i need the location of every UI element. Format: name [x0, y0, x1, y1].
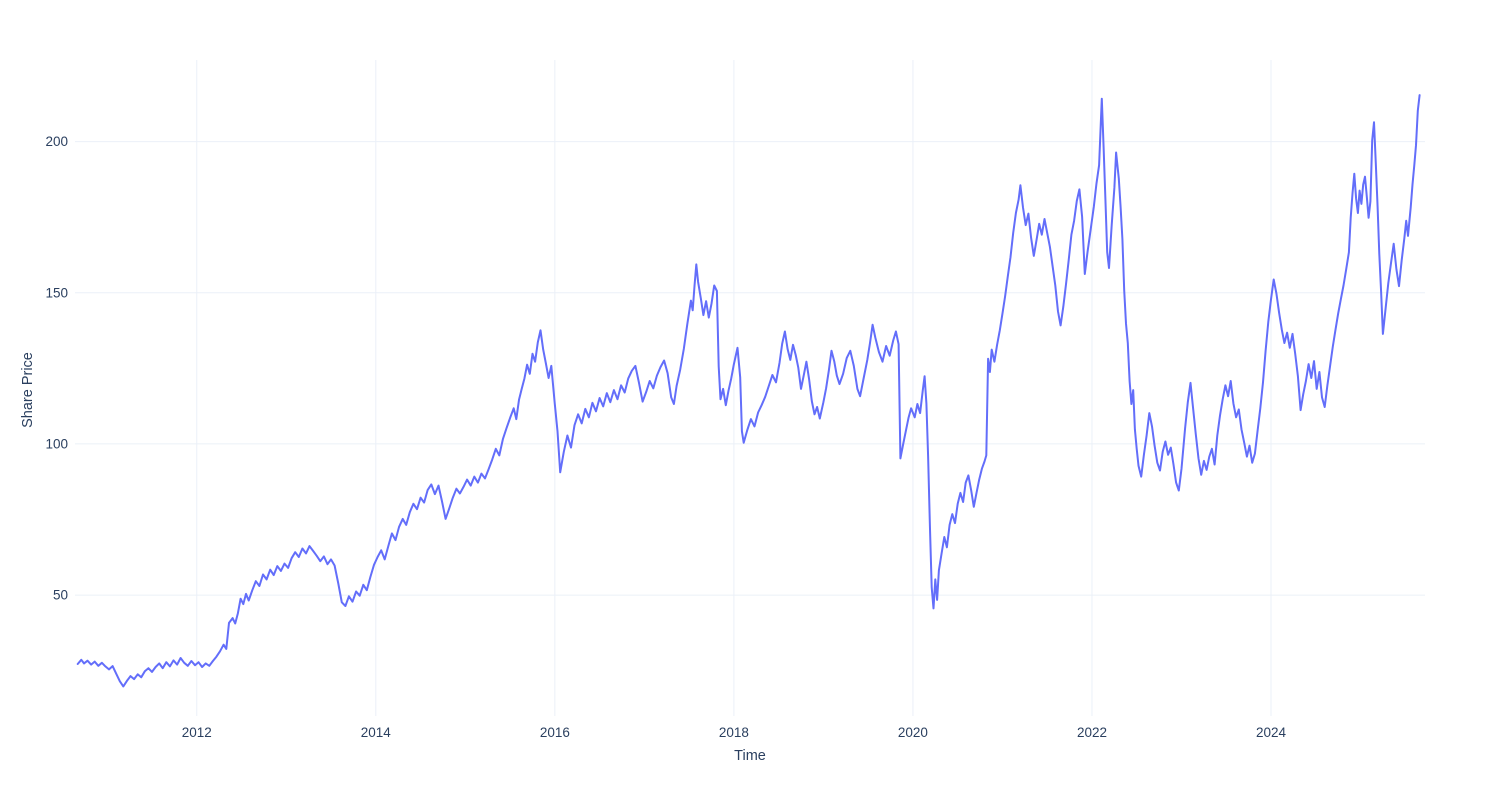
- y-tick-label: 100: [45, 436, 68, 451]
- x-tick-label: 2014: [361, 725, 392, 740]
- x-axis-title: Time: [734, 748, 766, 764]
- y-tick-label: 50: [53, 588, 68, 603]
- y-tick-label: 150: [45, 285, 68, 300]
- x-tick-label: 2020: [898, 725, 928, 740]
- x-tick-label: 2018: [719, 725, 749, 740]
- x-tick-label: 2016: [540, 725, 570, 740]
- y-tick-label: 200: [45, 134, 68, 149]
- price-line-series: [76, 94, 1421, 688]
- y-axis-title: Share Price: [20, 352, 36, 428]
- plot-area[interactable]: [75, 60, 1425, 716]
- x-tick-label: 2024: [1256, 725, 1287, 740]
- x-tick-label: 2012: [182, 725, 212, 740]
- x-tick-label: 2022: [1077, 725, 1107, 740]
